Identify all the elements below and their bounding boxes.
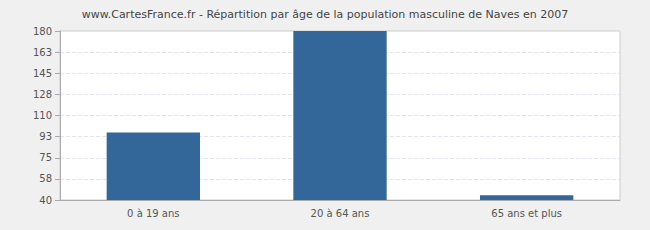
svg-text:93: 93: [39, 131, 52, 142]
svg-text:0 à 19 ans: 0 à 19 ans: [127, 208, 179, 219]
svg-text:110: 110: [33, 110, 52, 121]
svg-text:128: 128: [33, 89, 52, 100]
svg-text:75: 75: [39, 152, 52, 163]
svg-text:40: 40: [39, 195, 52, 206]
svg-text:145: 145: [33, 68, 52, 79]
svg-text:163: 163: [33, 47, 52, 58]
svg-text:180: 180: [33, 26, 52, 37]
svg-text:20 à 64 ans: 20 à 64 ans: [311, 208, 370, 219]
svg-text:www.CartesFrance.fr - Répartit: www.CartesFrance.fr - Répartition par âg…: [82, 8, 569, 21]
svg-text:65 ans et plus: 65 ans et plus: [491, 208, 562, 219]
svg-text:58: 58: [39, 173, 52, 184]
